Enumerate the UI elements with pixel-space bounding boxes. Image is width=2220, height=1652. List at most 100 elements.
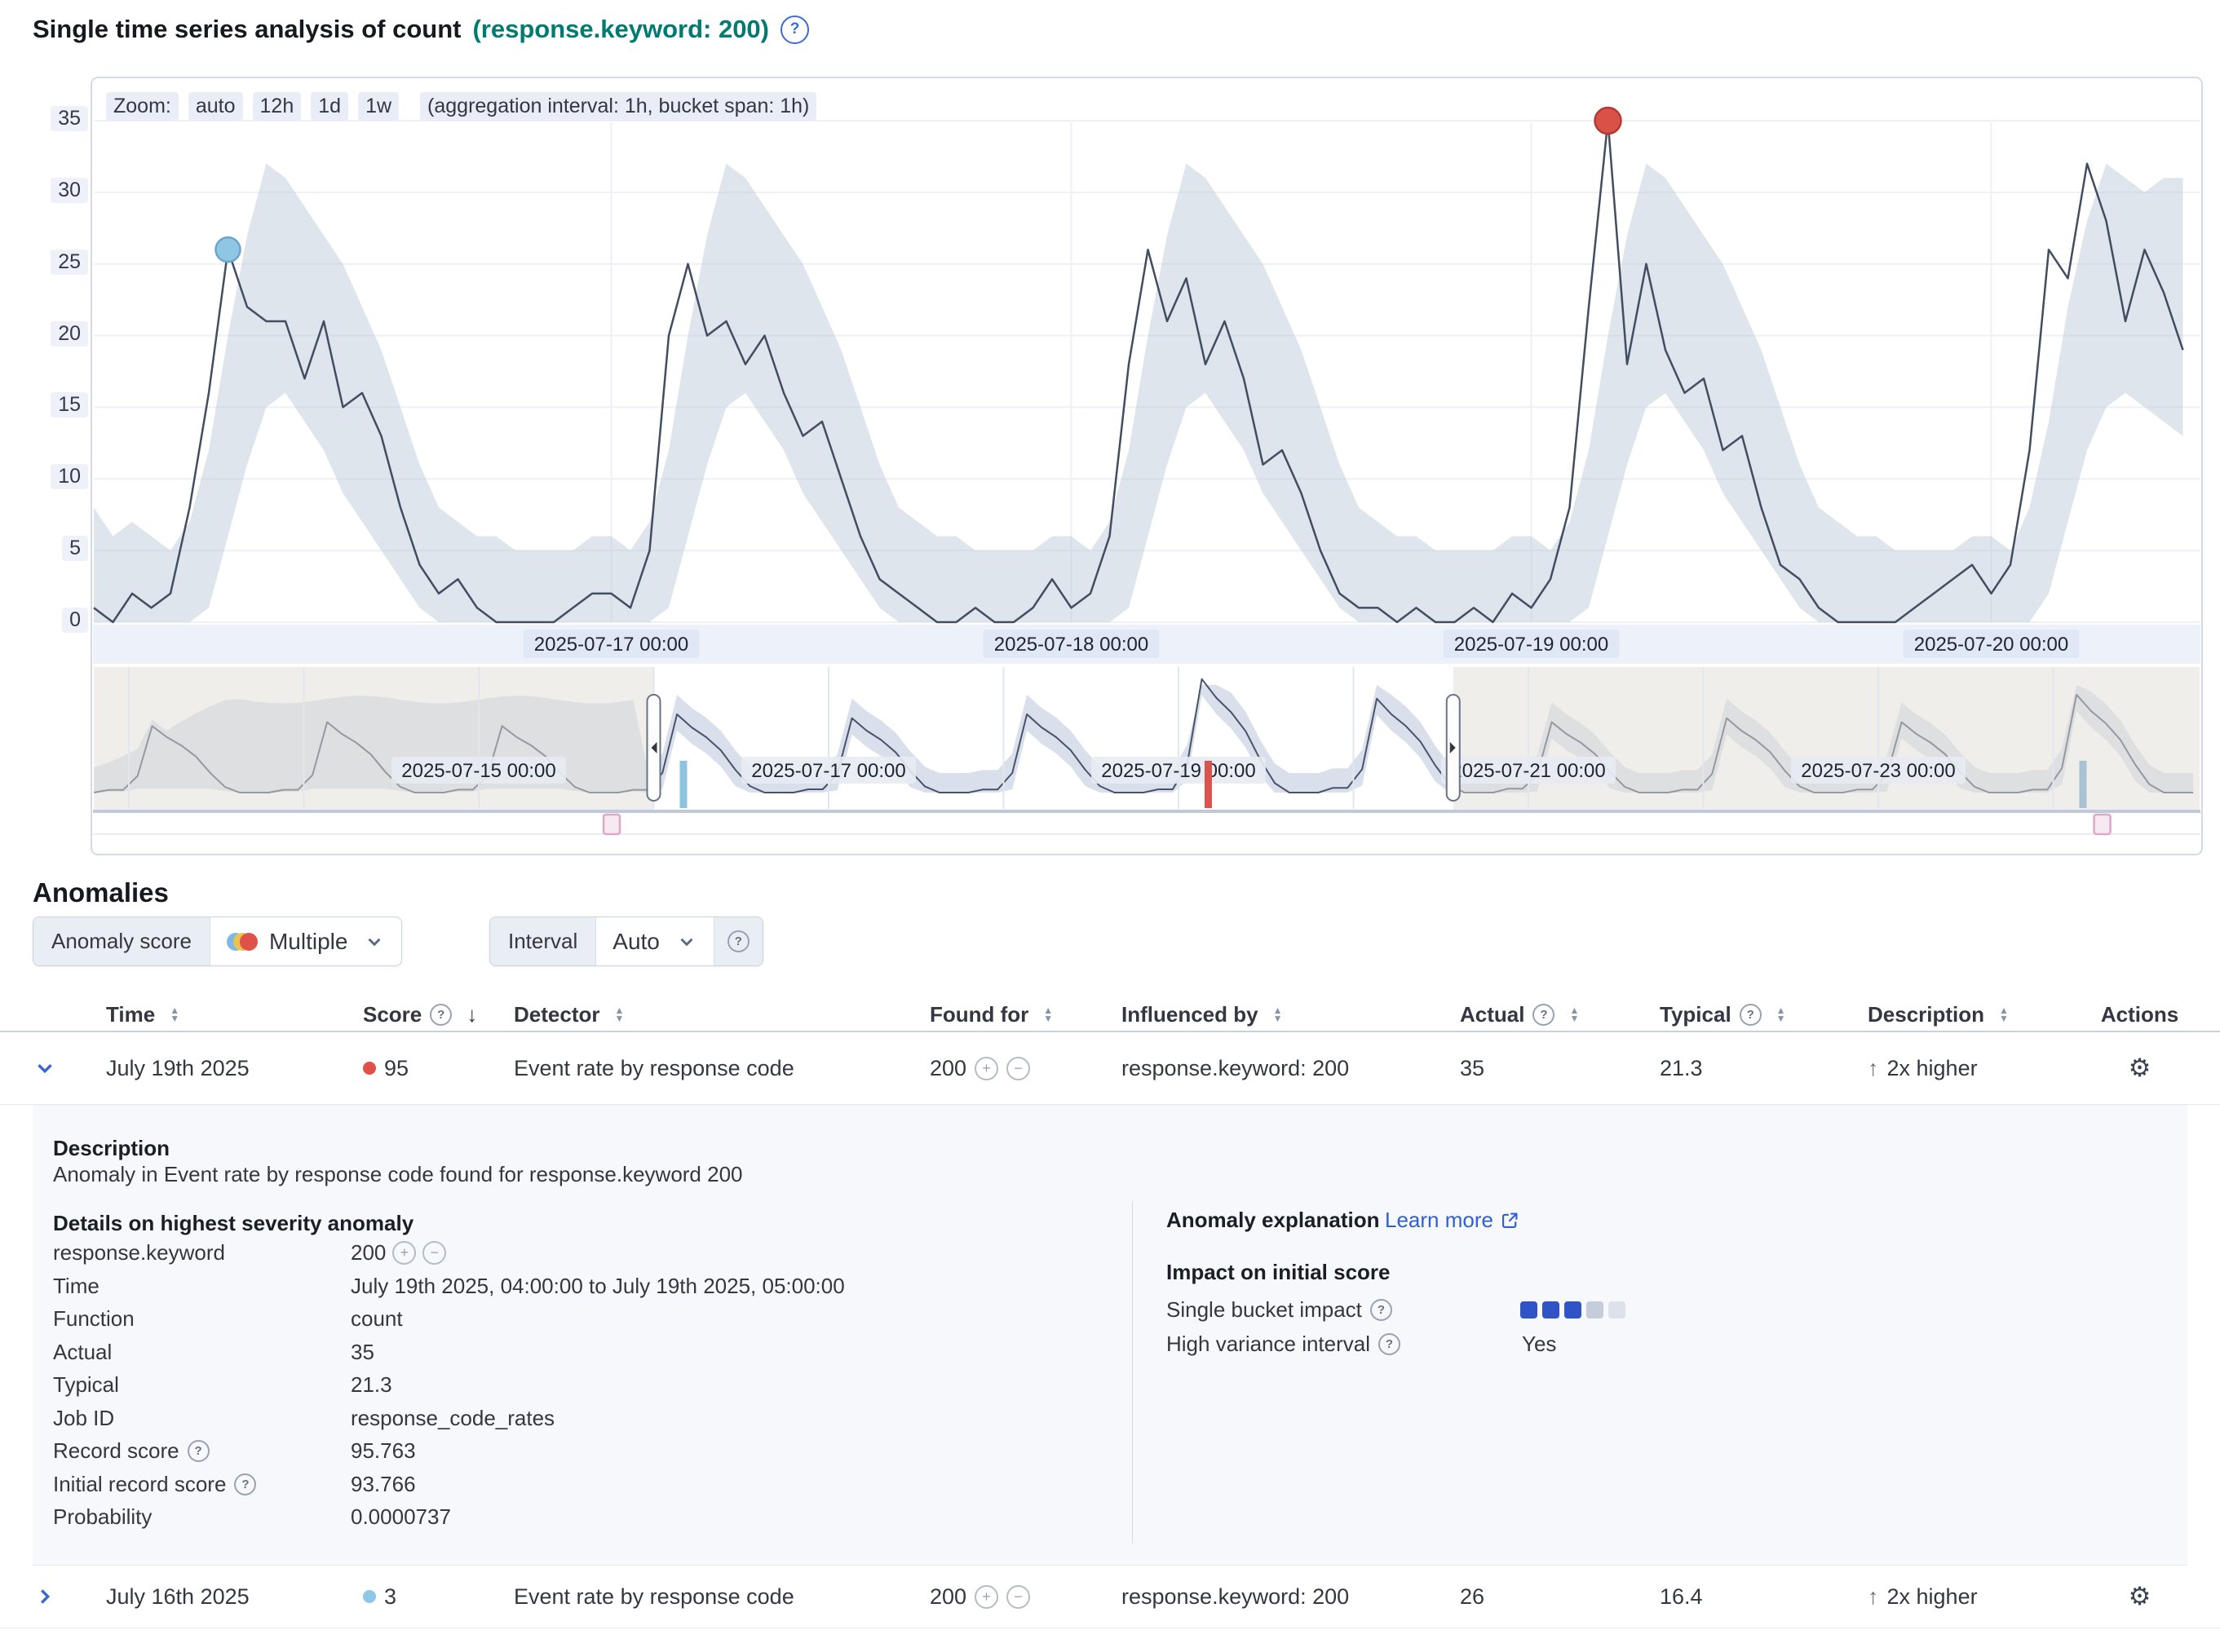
col-time[interactable]: Time ▲ ▼ bbox=[106, 1001, 180, 1027]
sort-icon: ▲ ▼ bbox=[1776, 1005, 1786, 1024]
y-axis-tick-label: 25 bbox=[51, 249, 88, 275]
info-icon[interactable]: ? bbox=[1369, 1299, 1392, 1321]
col-found-for[interactable]: Found for ▲ ▼ bbox=[930, 1001, 1054, 1027]
details-title: Details on highest severity anomaly bbox=[53, 1211, 414, 1235]
x-axis-tick-label: 2025-07-18 00:00 bbox=[994, 634, 1149, 656]
col-actual[interactable]: Actual? ▲ ▼ bbox=[1460, 1001, 1580, 1027]
impact-square bbox=[1608, 1301, 1625, 1319]
interval-select[interactable]: Auto bbox=[596, 917, 714, 965]
filter-out-icon[interactable]: − bbox=[1006, 1584, 1031, 1609]
zoom-option-auto[interactable]: auto bbox=[188, 92, 243, 121]
description-value: 2x higher bbox=[1886, 1584, 1978, 1609]
annotation-marker[interactable] bbox=[602, 813, 621, 836]
context-tick-bg bbox=[741, 757, 916, 784]
interval-filter[interactable]: Interval Auto ? bbox=[489, 917, 763, 966]
context-tick-bg bbox=[1791, 757, 1966, 784]
detail-value: 35 bbox=[351, 1340, 374, 1364]
detail-label: response.keyword bbox=[53, 1240, 225, 1265]
external-link-icon bbox=[1501, 1212, 1518, 1228]
found-for-value: 200 bbox=[930, 1584, 967, 1609]
col-typical[interactable]: Typical? ▲ ▼ bbox=[1660, 1001, 1786, 1027]
y-axis-tick-label: 30 bbox=[51, 177, 88, 203]
x-axis-tick-bg bbox=[983, 629, 1160, 658]
col-actions: Actions bbox=[2100, 1001, 2179, 1027]
detail-label: Record score bbox=[53, 1438, 179, 1463]
annotation-marker[interactable] bbox=[2093, 813, 2112, 836]
zoom-option-1w[interactable]: 1w bbox=[358, 92, 400, 121]
filter-in-icon[interactable]: + bbox=[975, 1584, 999, 1609]
detail-value: 200 bbox=[351, 1240, 387, 1265]
entity-filter-label: (response.keyword: 200) bbox=[472, 15, 769, 43]
filter-in-icon[interactable]: + bbox=[975, 1056, 999, 1080]
anomaly-score-select[interactable]: Multiple bbox=[210, 917, 401, 965]
brush-arrow-right-icon bbox=[1449, 742, 1456, 753]
x-axis-tick-bg bbox=[1903, 629, 2080, 658]
anomaly-row-july-19[interactable]: July 19th 2025 95 Event rate by response… bbox=[0, 1032, 2220, 1105]
anomaly-details-panel: Description Anomaly in Event rate by res… bbox=[33, 1105, 2187, 1566]
vertical-divider bbox=[1132, 1201, 1133, 1544]
detail-value: 93.766 bbox=[351, 1472, 416, 1496]
anomaly-score-filter-label: Anomaly score bbox=[33, 917, 210, 965]
context-tick-label: 2025-07-21 00:00 bbox=[1451, 760, 1606, 782]
actions-gear-icon[interactable]: ⚙ bbox=[2128, 1582, 2151, 1610]
context-mask-right bbox=[1453, 667, 2200, 810]
info-icon: ? bbox=[430, 1003, 453, 1026]
swimlane-anomaly-tick[interactable] bbox=[2079, 761, 2087, 808]
anomaly-row-july-16[interactable]: July 16th 2025 3 Event rate by response … bbox=[0, 1566, 2220, 1628]
anomaly-marker-warning[interactable] bbox=[214, 236, 241, 263]
interval-help[interactable]: ? bbox=[713, 917, 763, 965]
swimlane-anomaly-tick[interactable] bbox=[1204, 761, 1212, 808]
col-detector[interactable]: Detector ▲ ▼ bbox=[514, 1001, 625, 1027]
anomalies-table: Time ▲ ▼ Score? ↓ Detector ▲ ▼ Found for ▲ ▼ In… bbox=[0, 998, 2220, 1628]
context-tick-bg bbox=[1091, 757, 1266, 784]
arrow-up-icon: ↑ bbox=[1868, 1584, 1879, 1609]
collapse-row-button[interactable] bbox=[33, 1056, 57, 1080]
detail-label: Time bbox=[53, 1274, 100, 1298]
page-title: Single time series analysis of count (re… bbox=[33, 15, 809, 44]
info-icon[interactable]: ? bbox=[1378, 1333, 1401, 1355]
col-influenced-by[interactable]: Influenced by ▲ ▼ bbox=[1121, 1001, 1283, 1027]
context-tick-bg bbox=[391, 757, 566, 784]
anomaly-marker-critical[interactable] bbox=[1594, 106, 1622, 135]
x-axis-tick-bg bbox=[1443, 629, 1620, 658]
severity-dot-critical bbox=[363, 1062, 376, 1075]
learn-more-link[interactable]: Learn more bbox=[1385, 1208, 1519, 1233]
filter-out-icon[interactable]: − bbox=[1006, 1056, 1031, 1080]
impact-square bbox=[1542, 1301, 1559, 1319]
help-icon: ? bbox=[727, 930, 750, 952]
swimlane-anomaly-tick[interactable] bbox=[679, 761, 688, 808]
x-axis-tick-label: 2025-07-17 00:00 bbox=[534, 634, 689, 656]
impact-score-bar bbox=[1520, 1299, 1630, 1324]
actions-gear-icon[interactable]: ⚙ bbox=[2128, 1053, 2151, 1082]
info-icon[interactable]: ? bbox=[234, 1473, 257, 1495]
influenced-by-value: response.keyword: 200 bbox=[1121, 1584, 1350, 1609]
found-for-value: 200 bbox=[930, 1055, 967, 1080]
detail-label: Typical bbox=[53, 1372, 119, 1397]
chevron-down-icon bbox=[676, 931, 697, 952]
expand-row-button[interactable] bbox=[33, 1584, 57, 1609]
anomaly-score-filter[interactable]: Anomaly score Multiple bbox=[33, 917, 403, 966]
timeseries-chart: 2025-07-17 00:00 2025-07-18 00:00 2025-07-… bbox=[91, 77, 2203, 855]
anomaly-score-value: 95 bbox=[384, 1055, 409, 1080]
actual-value: 35 bbox=[1460, 1055, 1485, 1080]
help-icon[interactable]: ? bbox=[781, 15, 809, 44]
info-icon[interactable]: ? bbox=[187, 1440, 210, 1462]
zoom-controls: Zoom: auto 12h 1d 1w (aggregation interv… bbox=[106, 92, 817, 121]
aggregation-interval-label: (aggregation interval: 1h, bucket span: … bbox=[420, 92, 817, 121]
high-variance-value: Yes bbox=[1522, 1332, 1557, 1356]
filter-in-icon[interactable]: + bbox=[392, 1241, 417, 1265]
interval-value: Auto bbox=[612, 928, 660, 954]
detail-value: 95.763 bbox=[351, 1438, 416, 1463]
zoom-option-12h[interactable]: 12h bbox=[252, 92, 302, 121]
detail-value: 0.0000737 bbox=[351, 1504, 451, 1529]
filter-out-icon[interactable]: − bbox=[422, 1241, 447, 1265]
col-score[interactable]: Score? ↓ bbox=[363, 1001, 478, 1027]
detail-value: response_code_rates bbox=[351, 1406, 555, 1430]
context-tick-label: 2025-07-15 00:00 bbox=[401, 760, 556, 782]
chevron-down-icon bbox=[364, 931, 385, 952]
col-description[interactable]: Description ▲ ▼ bbox=[1868, 1001, 2009, 1027]
explanation-title: Anomaly explanation bbox=[1166, 1208, 1380, 1232]
x-axis-tick-bg bbox=[523, 629, 700, 658]
sort-icon: ▲ ▼ bbox=[1569, 1005, 1580, 1024]
zoom-option-1d[interactable]: 1d bbox=[311, 92, 349, 121]
